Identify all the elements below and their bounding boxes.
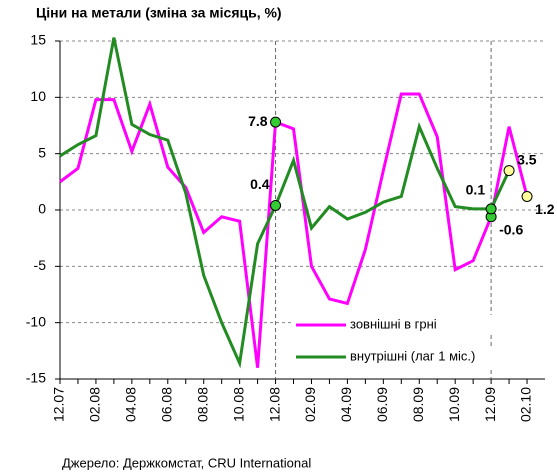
y-tick-label: -10 [26, 313, 46, 329]
x-tick-label: 12.09 [482, 387, 498, 422]
x-tick-label: 10.08 [230, 387, 246, 422]
x-tick-label: 06.09 [374, 387, 390, 422]
data-label: 3.5 [517, 151, 537, 167]
y-tick-label: 5 [38, 144, 46, 160]
point-marker [503, 165, 515, 177]
x-tick-label: 02.08 [87, 387, 103, 422]
y-tick-label: -15 [26, 370, 46, 386]
y-tick-label: 0 [38, 201, 46, 217]
point-marker [270, 116, 282, 128]
x-tick-label: 08.09 [410, 387, 426, 422]
point-marker [270, 199, 282, 211]
x-tick-label: 02.10 [518, 387, 534, 422]
data-label: 1.2 [535, 201, 555, 217]
point-marker [485, 203, 497, 215]
x-tick-label: 04.08 [123, 387, 139, 422]
data-label: 0.4 [250, 176, 270, 192]
x-tick-label: 10.09 [446, 387, 462, 422]
x-tick-label: 12.08 [266, 387, 282, 422]
legend-bg [292, 347, 544, 367]
point-marker [521, 190, 533, 202]
y-tick-label: -5 [34, 257, 47, 273]
legend-bg [292, 315, 544, 335]
source-note: Джерело: Держкомстат, CRU International [62, 455, 311, 470]
chart-title: Ціни на метали (зміна за місяць, %) [36, 5, 282, 21]
x-tick-label: 04.09 [338, 387, 354, 422]
data-label: 0.1 [466, 182, 486, 198]
x-tick-label: 02.09 [302, 387, 318, 422]
x-tick-label: 12.07 [51, 387, 67, 422]
data-label: 7.8 [248, 113, 268, 129]
series-line [59, 92, 529, 368]
y-tick-label: 15 [30, 32, 46, 48]
legend-label: зовнішні в грні [350, 316, 437, 331]
x-tick-label: 06.08 [158, 387, 174, 422]
data-label: -0.6 [499, 221, 523, 237]
legend-label: внутрішні (лаг 1 міс.) [350, 348, 475, 363]
series-line [59, 37, 511, 369]
x-tick-label: 08.08 [194, 387, 210, 422]
y-tick-label: 10 [30, 88, 46, 104]
